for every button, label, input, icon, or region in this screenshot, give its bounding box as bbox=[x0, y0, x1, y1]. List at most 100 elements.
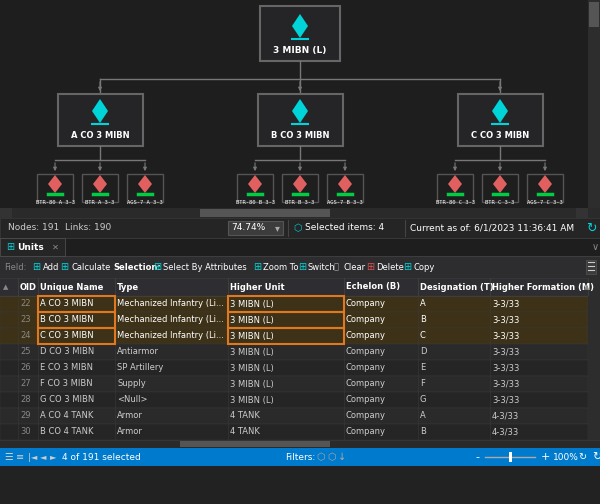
Text: 3-3/33: 3-3/33 bbox=[492, 396, 520, 405]
Bar bbox=[0, 0, 600, 218]
Bar bbox=[0, 238, 65, 256]
Text: D: D bbox=[420, 347, 427, 356]
Text: Type: Type bbox=[117, 283, 139, 291]
Text: 3 MIBN (L): 3 MIBN (L) bbox=[230, 316, 274, 325]
Bar bbox=[258, 94, 343, 146]
Bar bbox=[588, 0, 600, 218]
Bar bbox=[588, 328, 600, 344]
Text: ⊞: ⊞ bbox=[60, 262, 68, 272]
Bar bbox=[588, 392, 600, 408]
Text: B: B bbox=[420, 427, 426, 436]
Polygon shape bbox=[338, 175, 352, 193]
Text: Company: Company bbox=[346, 396, 386, 405]
Text: 23: 23 bbox=[20, 316, 31, 325]
Bar bbox=[0, 208, 12, 218]
Text: 3 MIBN (L): 3 MIBN (L) bbox=[230, 347, 274, 356]
Text: ⬡: ⬡ bbox=[327, 452, 335, 462]
Text: ⊞: ⊞ bbox=[6, 242, 14, 252]
Text: BTR-80 A 3-3: BTR-80 A 3-3 bbox=[35, 200, 74, 205]
Text: |◄: |◄ bbox=[28, 453, 37, 462]
Text: ☰: ☰ bbox=[4, 452, 13, 462]
Bar bbox=[527, 174, 563, 202]
Text: 26: 26 bbox=[20, 363, 31, 372]
Text: Select By Attributes: Select By Attributes bbox=[163, 263, 247, 272]
Bar bbox=[282, 174, 318, 202]
Text: ✕: ✕ bbox=[52, 242, 59, 251]
Text: A: A bbox=[420, 411, 426, 420]
Text: 27: 27 bbox=[20, 380, 31, 389]
Text: Antiarmor: Antiarmor bbox=[117, 347, 159, 356]
Text: 3-3/33: 3-3/33 bbox=[492, 332, 520, 341]
Polygon shape bbox=[292, 14, 308, 38]
Text: ⊞: ⊞ bbox=[253, 262, 261, 272]
Text: 22: 22 bbox=[20, 299, 31, 308]
Text: Unique Name: Unique Name bbox=[40, 283, 103, 291]
Text: <Null>: <Null> bbox=[117, 396, 148, 405]
Text: 3 MIBN (L): 3 MIBN (L) bbox=[230, 396, 274, 405]
Text: 3 MIBN (L): 3 MIBN (L) bbox=[230, 332, 274, 341]
Polygon shape bbox=[538, 175, 552, 193]
Text: A: A bbox=[420, 299, 426, 308]
Bar bbox=[260, 6, 340, 61]
Bar bbox=[228, 312, 344, 328]
Text: BTR A 3-3: BTR A 3-3 bbox=[85, 200, 115, 205]
Text: ▲: ▲ bbox=[3, 284, 8, 290]
Text: 25: 25 bbox=[20, 347, 31, 356]
Text: B: B bbox=[420, 316, 426, 325]
Text: Selected items: 4: Selected items: 4 bbox=[305, 223, 384, 232]
Text: Supply: Supply bbox=[117, 380, 146, 389]
Text: Zoom To: Zoom To bbox=[263, 263, 299, 272]
Text: 4 of 191 selected: 4 of 191 selected bbox=[62, 453, 141, 462]
Text: AGS-7 B 3-3: AGS-7 B 3-3 bbox=[327, 200, 363, 205]
Text: 4-3/33: 4-3/33 bbox=[492, 427, 519, 436]
Bar bbox=[588, 344, 600, 360]
Text: Selection:: Selection: bbox=[113, 263, 161, 272]
Text: A CO 3 MIBN: A CO 3 MIBN bbox=[71, 132, 130, 141]
Text: G CO 3 MIBN: G CO 3 MIBN bbox=[40, 396, 94, 405]
Text: C CO 3 MIBN: C CO 3 MIBN bbox=[471, 132, 529, 141]
Bar bbox=[458, 94, 543, 146]
Polygon shape bbox=[493, 175, 507, 193]
Text: A CO 3 MIBN: A CO 3 MIBN bbox=[40, 299, 94, 308]
Bar bbox=[586, 260, 596, 274]
Text: Units: Units bbox=[17, 242, 44, 251]
Bar bbox=[588, 360, 600, 376]
Text: +: + bbox=[541, 452, 550, 462]
Text: 3-3/33: 3-3/33 bbox=[492, 363, 520, 372]
Bar bbox=[509, 452, 512, 462]
Text: Delete: Delete bbox=[376, 263, 404, 272]
Text: ⬜: ⬜ bbox=[334, 263, 339, 272]
Bar bbox=[228, 296, 344, 312]
Polygon shape bbox=[138, 175, 152, 193]
Text: ⊞: ⊞ bbox=[366, 262, 374, 272]
Bar bbox=[37, 174, 73, 202]
Text: ∨: ∨ bbox=[592, 242, 599, 252]
Text: Add: Add bbox=[43, 263, 59, 272]
Polygon shape bbox=[448, 175, 462, 193]
Text: Armor: Armor bbox=[117, 427, 143, 436]
Text: Company: Company bbox=[346, 299, 386, 308]
Text: Copy: Copy bbox=[413, 263, 434, 272]
Bar bbox=[58, 94, 143, 146]
Text: ►: ► bbox=[50, 453, 56, 462]
Text: ◄: ◄ bbox=[40, 453, 47, 462]
Bar bbox=[0, 448, 600, 466]
Text: 4 TANK: 4 TANK bbox=[230, 411, 260, 420]
Bar bbox=[482, 174, 518, 202]
Text: A CO 4 TANK: A CO 4 TANK bbox=[40, 411, 94, 420]
Polygon shape bbox=[93, 175, 107, 193]
Text: ↻: ↻ bbox=[586, 221, 596, 234]
Text: 4 TANK: 4 TANK bbox=[230, 427, 260, 436]
Polygon shape bbox=[293, 175, 307, 193]
Bar bbox=[0, 208, 600, 218]
Bar bbox=[588, 408, 600, 424]
Text: Higher Unit: Higher Unit bbox=[230, 283, 284, 291]
Bar bbox=[588, 296, 600, 312]
Bar bbox=[588, 278, 600, 296]
Text: Filters:: Filters: bbox=[285, 453, 315, 462]
Text: Calculate: Calculate bbox=[71, 263, 110, 272]
Text: Armor: Armor bbox=[117, 411, 143, 420]
Text: 3-3/33: 3-3/33 bbox=[492, 380, 520, 389]
Text: F CO 3 MIBN: F CO 3 MIBN bbox=[40, 380, 92, 389]
Text: ⊞: ⊞ bbox=[153, 262, 161, 272]
